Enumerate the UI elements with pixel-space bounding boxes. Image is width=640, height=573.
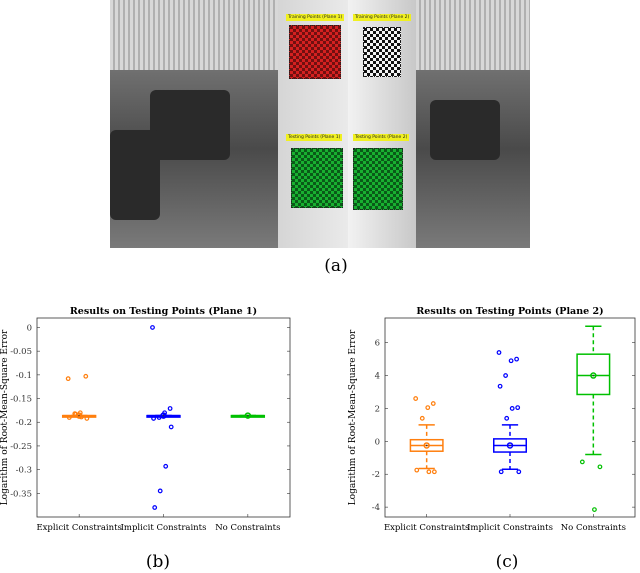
chair [150, 90, 230, 160]
mean-marker [506, 442, 514, 449]
outlier-point [73, 411, 79, 417]
mean-marker [160, 412, 167, 419]
y-tick-label: -2 [372, 470, 380, 480]
outlier-point [163, 463, 169, 469]
mean-marker [423, 442, 430, 449]
outlier-point [579, 459, 585, 465]
x-tick-label: No Constraints [561, 523, 626, 533]
outlier-point [503, 373, 509, 378]
outlier-point [498, 469, 504, 475]
chair [430, 100, 500, 160]
x-tick-label: Explicit Constraints [384, 523, 469, 533]
y-tick-label: 0 [375, 437, 380, 447]
mean-dot [162, 414, 165, 417]
outlier-point [157, 488, 163, 494]
outlier-point [419, 415, 425, 421]
outlier-point [413, 396, 419, 401]
outlier-point [65, 376, 71, 382]
photo-label: Training Points (Plane 2) [353, 14, 412, 21]
y-tick-label: 2 [375, 404, 380, 414]
outlier-point [514, 356, 519, 362]
caption-c: (c) [495, 552, 519, 572]
y-tick-label: 4 [375, 372, 380, 382]
caption-b: (b) [145, 552, 171, 572]
box-plots: Results on Testing Points (Plane 1)Bundl… [0, 306, 636, 533]
outlier-point [592, 507, 597, 512]
outlier-point [515, 405, 521, 411]
y-tick-label: 6 [375, 339, 380, 349]
chair [110, 130, 160, 220]
chart-title: Results on Testing Points (Plane 1) [70, 306, 257, 317]
y-axis-label: Logarithm of Root-Mean-Square Error [348, 329, 358, 505]
mean-dot [425, 444, 428, 447]
y-tick-label: -0.2 [16, 418, 32, 428]
chart-title: Results on Testing Points (Plane 2) [416, 306, 603, 317]
outlier-point [504, 415, 510, 421]
training-board-plane-2 [363, 27, 401, 77]
outlier-point [83, 373, 89, 379]
box [576, 353, 611, 396]
scene-photo: Training Points (Plane 1) Training Point… [110, 0, 530, 248]
outlier-point [168, 424, 174, 430]
outlier-point [77, 410, 83, 416]
outlier-point [156, 415, 162, 420]
x-tick-label: Implicit Constraints [121, 523, 207, 533]
outlier-point [425, 405, 431, 411]
outlier-point [78, 414, 84, 420]
outlier-point [597, 464, 603, 470]
y-tick-label: -4 [372, 503, 380, 513]
outlier-point [426, 469, 432, 475]
outlier-point [152, 505, 158, 510]
mean-dot [592, 374, 595, 377]
outlier-point [84, 416, 90, 421]
mean-marker [590, 372, 597, 379]
caption-a: (a) [324, 256, 348, 276]
outlier-point [516, 469, 522, 475]
testing-board-plane-1 [291, 148, 343, 208]
outlier-point [509, 406, 515, 411]
x-tick-label: Explicit Constraints [36, 523, 121, 533]
window [110, 0, 280, 70]
x-tick-label: Implicit Constraints [467, 523, 553, 533]
window [416, 0, 530, 70]
outlier-point [431, 469, 437, 475]
training-board-plane-1 [289, 25, 341, 79]
y-tick-label: -0.25 [10, 442, 32, 452]
photo-label: Training Points (Plane 1) [286, 14, 345, 21]
outlier-point [162, 410, 168, 416]
outlier-point [430, 401, 436, 406]
mean-dot [247, 414, 249, 417]
photo-label: Testing Points (Plane 2) [353, 134, 410, 141]
outlier-point [508, 358, 514, 364]
axes-frame [384, 317, 636, 518]
outlier-point [497, 383, 503, 389]
outlier-point [66, 415, 72, 420]
testing-board-plane-2 [353, 148, 403, 210]
y-tick-label: -0.1 [16, 371, 32, 381]
mean-marker [244, 412, 252, 419]
outlier-point [414, 467, 420, 473]
outlier-point [151, 416, 157, 421]
y-tick-label: -0.05 [10, 347, 32, 357]
y-tick-label: 0 [27, 323, 32, 333]
mean-dot [509, 444, 511, 447]
outlier-point [496, 350, 502, 355]
photo-label: Testing Points (Plane 1) [286, 134, 343, 141]
x-tick-label: No Constraints [215, 523, 280, 533]
y-tick-label: -0.15 [10, 395, 32, 405]
y-tick-label: -0.3 [16, 466, 32, 476]
outlier-point [167, 406, 173, 411]
y-axis-label: Logarithm of Root-Mean-Square Error [0, 329, 10, 505]
outlier-point [150, 325, 155, 330]
y-tick-label: -0.35 [10, 489, 32, 499]
